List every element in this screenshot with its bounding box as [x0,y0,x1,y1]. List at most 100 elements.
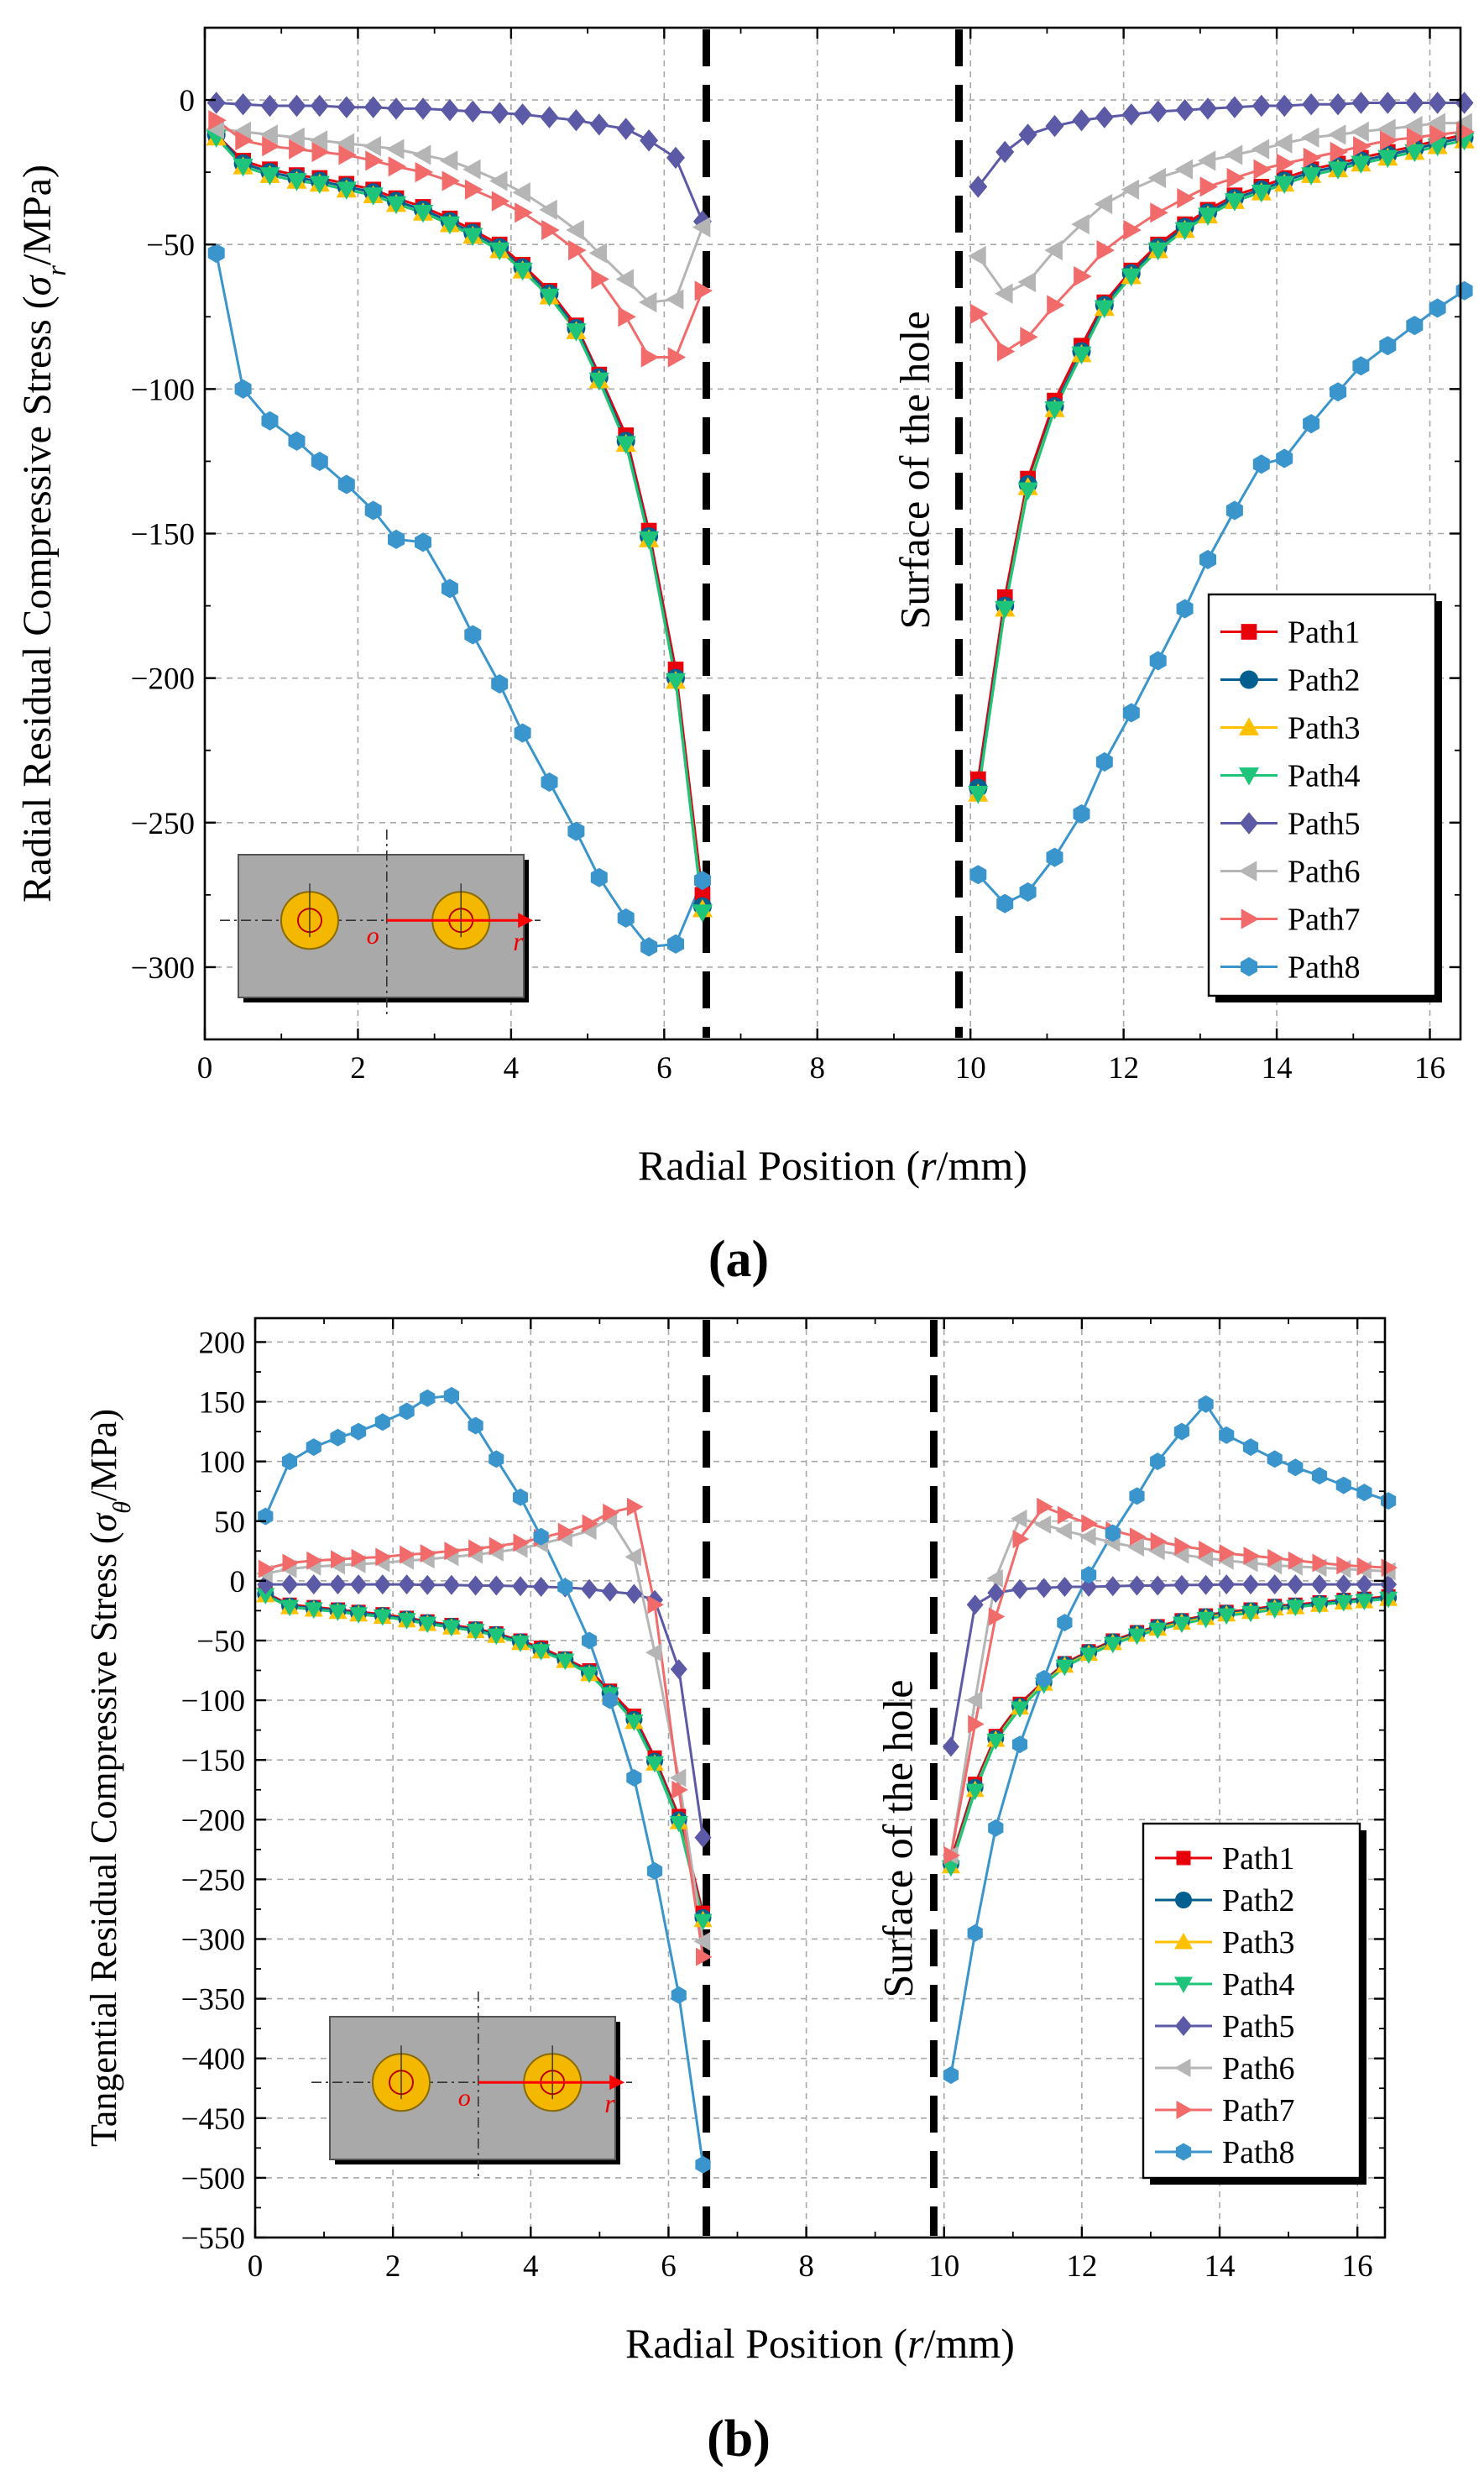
data-point-path5 [1218,1574,1236,1595]
x-tick-label: 2 [350,1051,366,1086]
data-point-path8 [288,431,306,451]
y-tick-label: −400 [181,2043,245,2077]
data-point-path7 [1012,1530,1029,1549]
y-tick-label: −300 [181,1923,245,1957]
plot-frame [253,1316,1387,2239]
legend-marker-path1 [1176,1850,1191,1866]
data-point-path7 [1150,202,1168,223]
data-point-path8 [420,1389,436,1407]
data-point-path7 [1096,240,1115,261]
legend-label-path7: Path7 [1222,2093,1295,2128]
data-point-path8 [1429,298,1446,318]
data-point-path4 [1197,207,1219,226]
data-point-path6 [1301,127,1319,148]
data-point-path8 [1242,1438,1259,1457]
series-line-path1 [949,1594,1389,1861]
data-point-path6 [539,199,557,220]
y-tick-label: 0 [230,1565,246,1599]
data-point-path8 [602,1691,618,1709]
data-point-path7 [375,1547,392,1567]
data-point-path4 [1079,1647,1099,1664]
legend-label-path3: Path3 [1222,1925,1295,1960]
data-point-path6 [512,182,530,203]
data-point-path5 [567,109,586,132]
data-point-path8 [590,867,608,887]
inset-arrow-head [609,2075,625,2091]
data-point-path7 [262,136,280,157]
data-point-path6 [439,150,458,171]
markers-path8 [258,1386,1397,2174]
data-point-path6 [1274,133,1293,154]
legend-label-path8: Path8 [1222,2135,1295,2170]
data-point-path6 [1121,179,1140,200]
data-point-path8 [443,1386,459,1405]
data-point-path8 [533,1527,549,1546]
panel-label: (a) [708,1231,769,1288]
data-point-path8 [996,893,1014,913]
data-point-path8 [261,411,279,431]
x-tick-label: 12 [1108,1051,1139,1086]
data-point-path7 [1226,167,1245,189]
y-tick-label: −50 [146,228,195,263]
legend-label-path5: Path5 [1288,807,1361,842]
data-point-path6 [462,159,481,180]
data-point-path7 [943,1845,960,1865]
data-point-path8 [258,1507,274,1526]
data-point-path5 [1266,1574,1283,1595]
data-point-path7 [582,1514,599,1533]
legend-label-path8: Path8 [1288,950,1361,986]
data-point-path4 [1351,155,1372,174]
data-point-path5 [310,94,329,118]
data-point-path5 [387,97,405,120]
data-point-path4 [665,673,687,692]
data-point-path4 [512,262,533,281]
data-point-path6 [566,219,584,241]
data-point-path6 [1172,1545,1189,1564]
data-point-path8 [1046,847,1063,867]
data-point-path5 [966,1594,984,1615]
data-point-path4 [304,1602,323,1619]
data-point-path7 [1303,147,1322,168]
data-point-path5 [1405,92,1424,114]
inset-origin-label: o [458,2084,471,2112]
hole-surface-annotation: Surface of the hole [891,311,938,629]
legend-label-path1: Path1 [1288,615,1361,651]
data-point-path6 [588,243,608,264]
data-point-path6 [1224,144,1243,165]
data-point-path6 [645,1643,662,1662]
legend-label-path4: Path4 [1222,1967,1295,2002]
data-point-path7 [1356,1557,1374,1576]
data-point-path4 [349,1607,368,1624]
data-point-path7 [1267,1548,1284,1568]
data-point-path5 [987,1583,1005,1604]
data-point-path4 [965,1783,985,1801]
data-point-path4 [1217,1608,1236,1625]
data-point-path4 [1379,1591,1398,1609]
legend-label-path6: Path6 [1288,855,1361,890]
legend: Path1 Path2 Path3 Path4 Path5 Path6 Path7 Path8 [1207,593,1442,1002]
x-tick-label: 4 [523,2249,539,2284]
data-point-path6 [1055,1521,1072,1541]
y-tick-label: −200 [181,1803,245,1838]
data-point-path6 [1251,139,1270,160]
data-point-path7 [388,156,407,177]
data-point-path4 [1121,268,1142,287]
data-point-path5 [625,1583,643,1604]
data-point-path4 [692,904,713,923]
markers-path5 [206,92,1474,233]
data-point-path4 [1055,1659,1074,1677]
chart-a-radial-stress: Surface of the hole 0 2 4 6 8 10 12 14 16 0 −50 −100… [15,26,1475,1288]
data-point-path6 [1017,271,1036,293]
series-line-path2 [215,133,704,907]
data-point-path6 [286,127,305,148]
data-point-path5 [1329,93,1347,116]
data-point-path5 [589,113,609,136]
y-tick-label: 200 [199,1326,246,1360]
data-point-path8 [281,1452,298,1471]
data-point-path5 [995,140,1015,164]
data-point-path8 [374,1413,390,1432]
data-point-path7 [968,1714,985,1734]
inset-origin-label: o [367,922,379,950]
data-point-path4 [1103,1636,1122,1654]
